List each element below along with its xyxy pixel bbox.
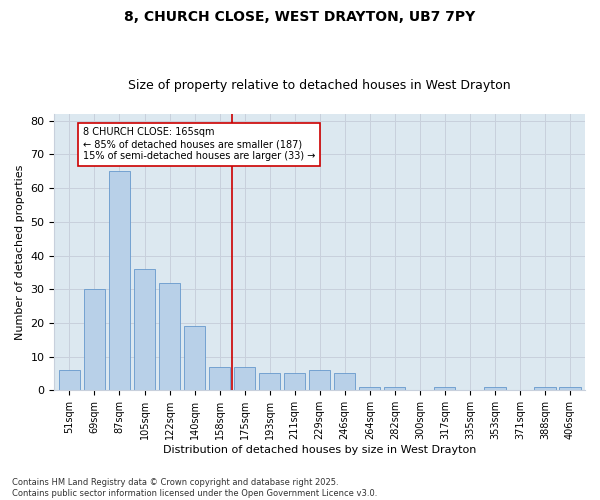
Bar: [159, 282, 180, 391]
Bar: [434, 387, 455, 390]
Bar: [284, 374, 305, 390]
Text: 8, CHURCH CLOSE, WEST DRAYTON, UB7 7PY: 8, CHURCH CLOSE, WEST DRAYTON, UB7 7PY: [124, 10, 476, 24]
Bar: [209, 367, 230, 390]
Bar: [559, 387, 581, 390]
Text: 8 CHURCH CLOSE: 165sqm
← 85% of detached houses are smaller (187)
15% of semi-de: 8 CHURCH CLOSE: 165sqm ← 85% of detached…: [83, 128, 316, 160]
Bar: [259, 374, 280, 390]
Bar: [309, 370, 331, 390]
Bar: [384, 387, 406, 390]
Bar: [184, 326, 205, 390]
Y-axis label: Number of detached properties: Number of detached properties: [15, 164, 25, 340]
Text: Contains HM Land Registry data © Crown copyright and database right 2025.
Contai: Contains HM Land Registry data © Crown c…: [12, 478, 377, 498]
Bar: [535, 387, 556, 390]
Bar: [109, 172, 130, 390]
Bar: [134, 269, 155, 390]
Bar: [484, 387, 506, 390]
Bar: [359, 387, 380, 390]
X-axis label: Distribution of detached houses by size in West Drayton: Distribution of detached houses by size …: [163, 445, 476, 455]
Bar: [59, 370, 80, 390]
Bar: [84, 289, 105, 390]
Bar: [234, 367, 255, 390]
Title: Size of property relative to detached houses in West Drayton: Size of property relative to detached ho…: [128, 79, 511, 92]
Bar: [334, 374, 355, 390]
